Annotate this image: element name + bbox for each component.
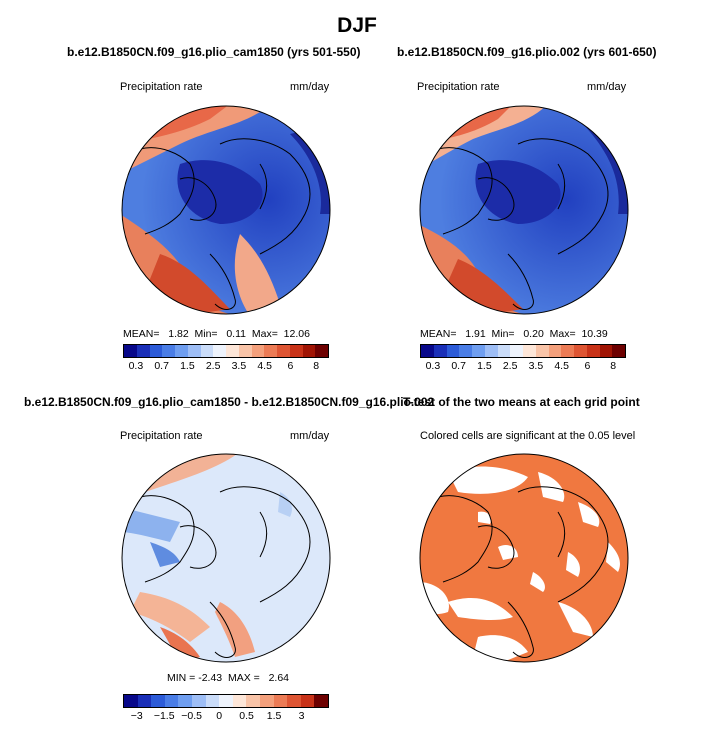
colorbar-swatch [238,345,252,357]
panel1-colorbar-ticks: 0.3 0.7 1.5 2.5 3.5 4.5 6 8 [123,360,329,374]
colorbar-tick-label: 0.5 [239,710,254,722]
panel4-title: T-test of the two means at each grid poi… [403,395,640,409]
colorbar-tick-label: 1.5 [266,710,282,722]
colorbar-swatch [421,345,434,357]
panel3-colorbar-ticks: −3 −1.5 −0.5 0 0.5 1.5 3 [123,710,329,724]
colorbar-tick-label: 0.3 [128,360,144,372]
colorbar-swatch [535,345,549,357]
colorbar-swatch [213,345,226,357]
colorbar-swatch [523,345,536,357]
colorbar-tick-label: 0.7 [154,360,169,372]
colorbar-swatch [273,695,288,707]
panel3-map [121,453,331,663]
colorbar-swatch [314,695,328,707]
colorbar-swatch [246,695,260,707]
colorbar-tick-label: 0 [216,710,223,722]
colorbar-swatch [459,345,472,357]
colorbar-swatch [612,345,625,357]
colorbar-swatch [497,345,511,357]
colorbar-swatch [191,695,206,707]
colorbar-swatch [484,345,498,357]
panel3-stats: MIN = -2.43 MAX = 2.64 [167,672,290,684]
panel3-title: b.e12.B1850CN.f09_g16.plio_cam1850 - b.e… [24,395,435,409]
panel4-subtitle: Colored cells are significant at the 0.0… [420,430,636,442]
colorbar-tick-label: 1.5 [477,360,492,372]
panel3-colorbar [123,694,329,708]
colorbar-swatch [219,695,233,707]
colorbar-swatch [136,345,150,357]
colorbar-swatch [599,345,613,357]
colorbar-tick-label: −3 [130,710,143,722]
colorbar-swatch [574,345,587,357]
panel1-units-label: mm/day [290,81,330,93]
colorbar-swatch [162,345,175,357]
panel2-variable-label: Precipitation rate [417,81,500,93]
colorbar-tick-label: 3.5 [231,360,247,372]
colorbar-swatch [137,695,152,707]
colorbar-swatch [205,695,220,707]
colorbar-swatch [561,345,574,357]
colorbar-tick-label: −1.5 [153,710,175,722]
colorbar-tick-label: −0.5 [181,710,203,722]
colorbar-swatch [433,345,447,357]
colorbar-tick-label: 8 [313,360,320,372]
panel2-map [419,105,629,315]
colorbar-swatch [149,345,163,357]
panel1-title: b.e12.B1850CN.f09_g16.plio_cam1850 (yrs … [67,45,361,59]
colorbar-swatch [124,345,137,357]
colorbar-tick-label: 4.5 [257,360,272,372]
colorbar-swatch [472,345,485,357]
panel3-variable-label: Precipitation rate [120,430,203,442]
colorbar-swatch [251,345,265,357]
panel2-colorbar-ticks: 0.3 0.7 1.5 2.5 3.5 4.5 6 8 [420,360,626,374]
colorbar-tick-label: 0.3 [425,360,441,372]
colorbar-swatch [124,695,138,707]
colorbar-tick-label: 2.5 [205,360,221,372]
colorbar-swatch [289,345,303,357]
colorbar-swatch [226,345,239,357]
colorbar-tick-label: 4.5 [554,360,569,372]
panel3-units-label: mm/day [290,430,330,442]
panel4-map [419,453,629,663]
colorbar-tick-label: 1.5 [180,360,195,372]
colorbar-swatch [164,695,179,707]
colorbar-swatch [586,345,600,357]
colorbar-tick-label: 0.7 [451,360,466,372]
panel2-colorbar [420,344,626,358]
colorbar-swatch [187,345,201,357]
colorbar-swatch [277,345,290,357]
colorbar-swatch [232,695,247,707]
colorbar-swatch [200,345,214,357]
colorbar-swatch [300,695,315,707]
colorbar-tick-label: 3.5 [528,360,544,372]
colorbar-tick-label: 6 [584,360,591,372]
colorbar-swatch [175,345,188,357]
significant-cells [420,454,628,662]
colorbar-swatch [510,345,523,357]
colorbar-swatch [264,345,277,357]
colorbar-swatch [259,695,274,707]
colorbar-swatch [178,695,192,707]
colorbar-tick-label: 6 [287,360,294,372]
colorbar-swatch [315,345,328,357]
colorbar-swatch [548,345,562,357]
colorbar-swatch [446,345,460,357]
colorbar-tick-label: 2.5 [502,360,518,372]
colorbar-swatch [151,695,165,707]
figure-title: DJF [337,14,377,37]
panel2-stats: MEAN= 1.91 Min= 0.20 Max= 10.39 [420,328,608,340]
colorbar-tick-label: 3 [298,710,305,722]
colorbar-tick-label: 8 [610,360,617,372]
panel2-units-label: mm/day [587,81,627,93]
panel1-stats: MEAN= 1.82 Min= 0.11 Max= 12.06 [123,328,310,340]
panel2-title: b.e12.B1850CN.f09_g16.plio.002 (yrs 601-… [397,45,657,59]
panel1-map [121,105,331,315]
colorbar-swatch [302,345,316,357]
panel1-colorbar [123,344,329,358]
colorbar-swatch [287,695,301,707]
panel1-variable-label: Precipitation rate [120,81,203,93]
